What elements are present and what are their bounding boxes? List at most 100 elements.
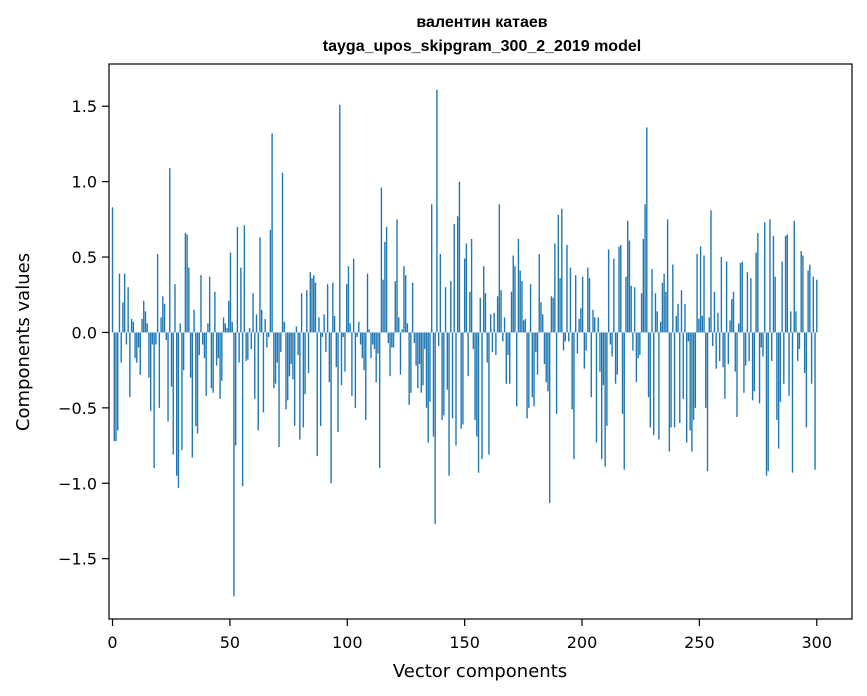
bar-50	[198, 332, 200, 356]
y-tick-label-0: −1.5	[58, 550, 97, 569]
bar-70	[233, 332, 235, 597]
bar-186	[434, 332, 436, 524]
bar-87	[262, 332, 265, 413]
bar-315	[658, 332, 660, 440]
bar-187	[436, 89, 438, 333]
bar-256	[555, 332, 558, 414]
bar-310	[649, 332, 651, 428]
bar-98	[281, 172, 284, 333]
bar-92	[271, 133, 273, 333]
bar-26	[156, 254, 159, 333]
bar-180	[424, 332, 426, 350]
bar-406	[816, 279, 818, 333]
bar-36	[174, 284, 176, 333]
bar-375	[762, 332, 764, 357]
bar-210	[476, 332, 478, 437]
bar-388	[784, 235, 787, 333]
bar-384	[777, 332, 780, 449]
bar-163	[394, 281, 396, 333]
bar-231	[512, 255, 514, 333]
bar-24	[153, 332, 155, 469]
bar-27	[158, 332, 161, 408]
bar-215	[484, 293, 487, 333]
bar-48	[195, 332, 197, 426]
bar-212	[479, 297, 481, 333]
bar-152	[375, 332, 377, 383]
bar-6	[122, 302, 124, 333]
bar-298	[628, 240, 631, 333]
bar-309	[647, 332, 650, 398]
bar-285	[606, 332, 608, 426]
bar-94	[274, 332, 277, 384]
bar-295	[623, 332, 625, 470]
bar-47	[193, 309, 195, 333]
bar-237	[522, 320, 525, 333]
bar-67	[228, 300, 230, 333]
bar-169	[404, 275, 407, 333]
bar-69	[231, 321, 233, 333]
bar-166	[399, 332, 402, 375]
bar-349	[717, 312, 719, 333]
bar-404	[812, 276, 815, 333]
bar-159	[387, 332, 390, 344]
bar-129	[335, 332, 337, 368]
bar-2	[115, 332, 117, 442]
bar-7	[123, 273, 126, 333]
bar-346	[712, 332, 714, 347]
bar-66	[226, 327, 228, 333]
bar-154	[378, 332, 381, 469]
bar-119	[318, 317, 320, 333]
bar-105	[293, 332, 296, 426]
bar-401	[807, 270, 809, 333]
bar-291	[616, 332, 618, 375]
bar-8	[125, 332, 128, 345]
bar-141	[356, 332, 358, 337]
bar-179	[422, 332, 424, 386]
bar-270	[580, 308, 582, 333]
bar-107	[297, 332, 299, 356]
bar-333	[689, 332, 691, 431]
bar-368	[750, 278, 752, 333]
bar-16	[139, 332, 141, 375]
bar-95	[276, 332, 279, 363]
bar-254	[552, 297, 554, 333]
bar-211	[477, 332, 480, 473]
bar-151	[373, 332, 376, 350]
bar-367	[748, 332, 750, 362]
x-tick-label-150: 150	[449, 633, 480, 652]
bar-116	[313, 275, 315, 333]
bar-366	[746, 272, 749, 333]
y-tick-label-1: −1.0	[58, 474, 97, 493]
bar-286	[607, 249, 610, 333]
bar-287	[609, 332, 612, 345]
bar-347	[713, 291, 716, 333]
bar-226	[503, 317, 506, 333]
bar-305	[640, 293, 643, 333]
bar-234	[517, 238, 520, 333]
chart-title-line2: tayga_upos_skipgram_300_2_2019 model	[323, 38, 641, 55]
bar-311	[651, 269, 653, 333]
bar-359	[734, 332, 736, 372]
bar-194	[448, 332, 450, 476]
bar-25	[155, 332, 157, 345]
bar-394	[795, 311, 797, 333]
bar-34	[170, 332, 173, 387]
bar-293	[620, 244, 622, 333]
bar-297	[627, 220, 629, 333]
x-tick-label-250: 250	[684, 633, 715, 652]
bar-62	[219, 332, 221, 399]
bar-126	[330, 332, 332, 484]
bar-28	[160, 317, 162, 333]
bar-353	[724, 332, 726, 399]
bar-46	[191, 332, 194, 458]
bar-149	[370, 332, 372, 359]
bar-304	[639, 332, 641, 356]
bar-65	[224, 323, 226, 333]
bar-233	[516, 332, 518, 407]
bar-220	[493, 312, 495, 333]
bar-279	[595, 332, 598, 443]
bar-57	[210, 332, 213, 389]
bar-345	[710, 210, 712, 333]
bar-23	[151, 332, 154, 345]
